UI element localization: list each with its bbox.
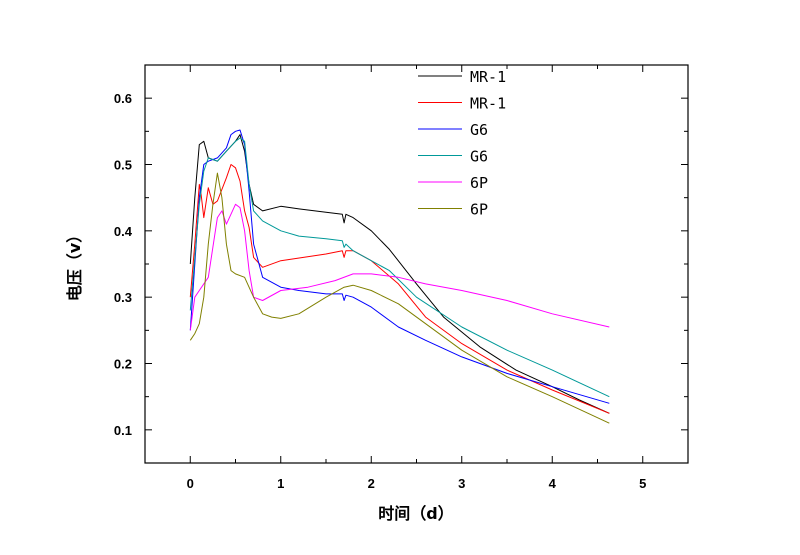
y-tick-label-0: 0.1 — [114, 423, 132, 438]
x-tick-label-0: 0 — [187, 476, 194, 491]
legend-label-4: 6P — [470, 174, 488, 192]
series-layer — [189, 129, 610, 424]
legend: MR-1 MR-1 G6 G6 6P 6P — [418, 68, 506, 219]
x-axis-title: 时间（d） — [378, 504, 453, 523]
legend-label-2: G6 — [470, 121, 488, 139]
plot-frame — [144, 64, 689, 464]
x-tick-label-1: 1 — [277, 476, 284, 491]
y-tick-label-4: 0.5 — [114, 158, 132, 173]
series-line-2 — [189, 129, 610, 404]
legend-label-0: MR-1 — [470, 68, 506, 86]
series-line-3 — [189, 137, 610, 398]
x-tick-label-5: 5 — [639, 476, 646, 491]
series-line-1 — [189, 164, 610, 414]
y-axis-title: 电压（v） — [65, 227, 84, 301]
y-tick-label-3: 0.4 — [114, 224, 133, 239]
y-tick-label-2: 0.3 — [114, 290, 132, 305]
legend-label-1: MR-1 — [470, 95, 506, 113]
y-tick-label-5: 0.6 — [114, 91, 132, 106]
legend-label-3: G6 — [470, 148, 488, 166]
series-line-4 — [189, 203, 610, 331]
axis-ticks: 0 1 2 3 4 5 0.1 0.2 0.3 0.4 0.5 0.6 — [114, 64, 689, 491]
series-line-0 — [189, 134, 610, 414]
series-line-5 — [189, 172, 610, 424]
legend-label-5: 6P — [470, 201, 488, 219]
y-tick-label-1: 0.2 — [114, 357, 132, 372]
x-tick-label-4: 4 — [549, 476, 557, 491]
x-tick-label-3: 3 — [458, 476, 465, 491]
x-tick-label-2: 2 — [368, 476, 375, 491]
